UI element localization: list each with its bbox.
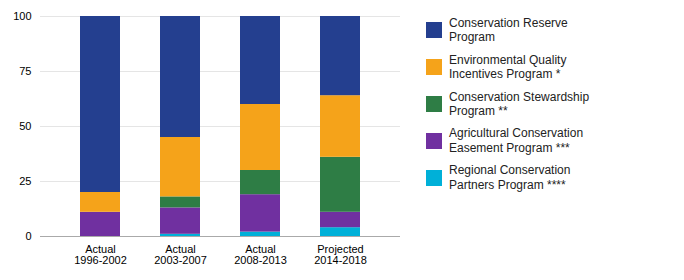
svg-text:100: 100 bbox=[13, 10, 31, 22]
html-text:Regional Conservation Partners: Regional Conservation Partners Program *… bbox=[449, 163, 571, 192]
svg-text:Actual2003-2007: Actual2003-2007 bbox=[154, 243, 207, 266]
html-text:Conservation Reserve Program: Conservation Reserve Program bbox=[449, 16, 568, 45]
svg-text:Actual2008-2013: Actual2008-2013 bbox=[234, 243, 287, 266]
svg-text:0: 0 bbox=[25, 230, 31, 242]
svg-text:Projected2014-2018: Projected2014-2018 bbox=[314, 243, 367, 266]
svg-text:75: 75 bbox=[19, 65, 31, 77]
html-text:Agricultural Conservation Ease: Agricultural Conservation Easement Progr… bbox=[449, 126, 584, 155]
html-text:Conservation Stewardship Progr: Conservation Stewardship Program ** bbox=[449, 89, 590, 118]
html-text:Environmental Quality Incentiv: Environmental Quality Incentives Program… bbox=[449, 52, 567, 82]
svg-text:50: 50 bbox=[19, 120, 31, 132]
svg-text:25: 25 bbox=[19, 175, 31, 187]
svg-text:Actual1996-2002: Actual1996-2002 bbox=[74, 243, 127, 266]
